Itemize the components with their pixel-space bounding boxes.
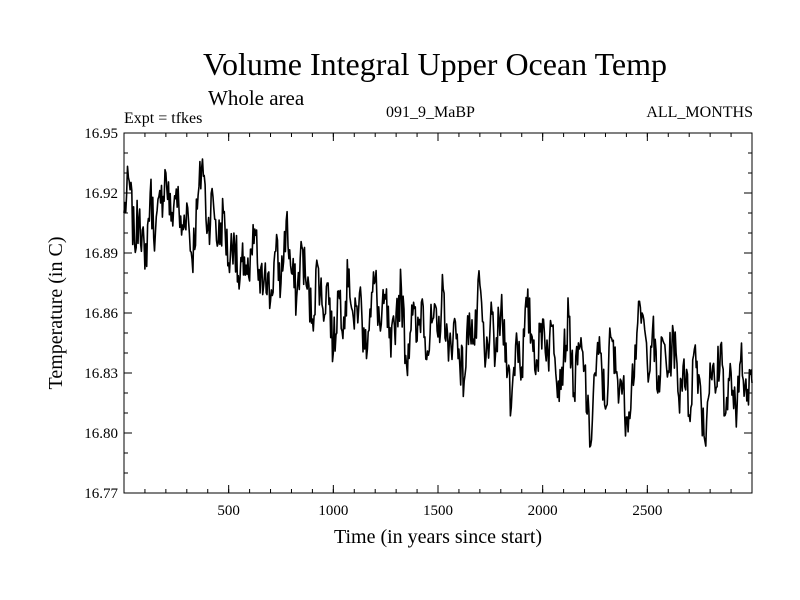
y-tick-label: 16.77 [84,486,118,502]
y-axis-label: Temperature (in C) [45,237,67,390]
x-tick-label: 500 [217,503,240,519]
series-line [123,158,753,448]
period-label: ALL_MONTHS [646,104,753,121]
experiment-label: Expt = tfkes [124,110,203,127]
y-tick-label: 16.83 [84,366,118,382]
chart-subtitle: Whole area [208,86,305,110]
x-tick-label: 2500 [632,503,662,519]
case-label: 091_9_MaBP [386,104,475,121]
x-axis-label: Time (in years since start) [334,526,542,548]
y-tick-label: 16.86 [84,306,118,322]
x-tick-label: 1000 [318,503,348,519]
y-tick-label: 16.80 [84,426,118,442]
x-tick-label: 1500 [423,503,453,519]
y-tick-label: 16.95 [84,126,118,142]
y-tick-label: 16.89 [84,246,118,262]
chart-title: Volume Integral Upper Ocean Temp [203,46,667,82]
y-tick-label: 16.92 [84,186,118,202]
plot-frame [123,132,753,494]
x-tick-label: 2000 [528,503,558,519]
